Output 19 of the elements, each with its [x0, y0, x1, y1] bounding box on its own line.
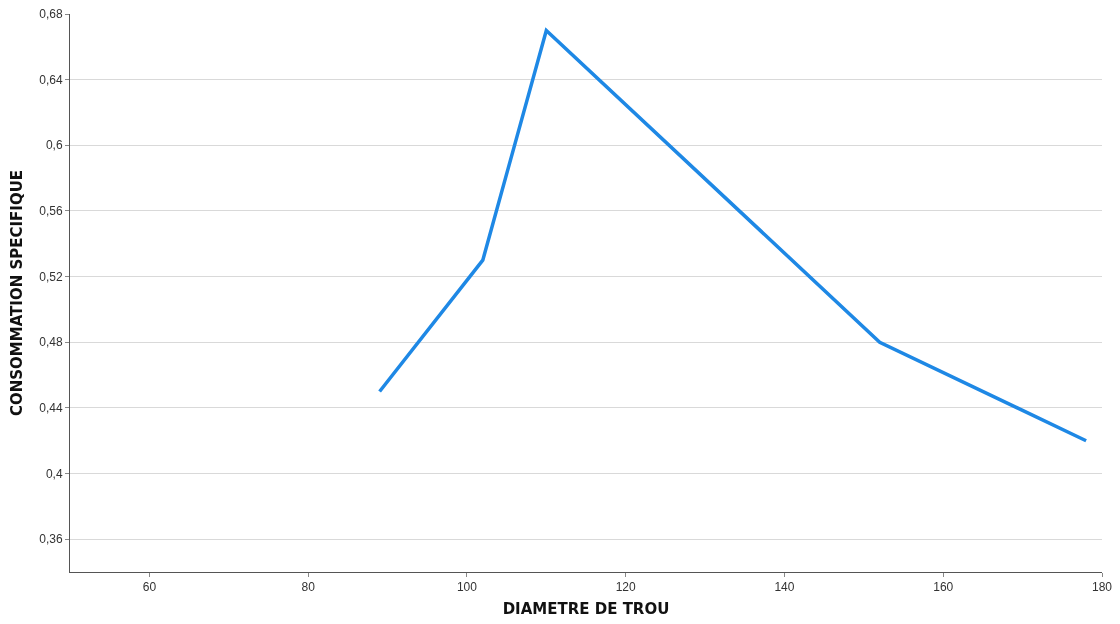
y-tick-label: 0,56: [39, 204, 63, 219]
x-tick-label: 140: [774, 580, 795, 595]
y-tick-label: 0,4: [45, 466, 63, 481]
x-tick-label: 60: [142, 580, 157, 595]
y-tick-label: 0,44: [39, 401, 63, 416]
y-axis-title: CONSOMMATION SPECIFIQUE: [8, 169, 27, 417]
line-series: [377, 28, 1088, 443]
x-tick-label: 160: [933, 580, 954, 595]
y-tick-label: 0,68: [39, 7, 63, 22]
y-tick-label: 0,52: [39, 269, 63, 284]
x-tick-label: 100: [456, 580, 478, 595]
x-tick-label: 80: [301, 580, 316, 595]
y-tick-label: 0,48: [39, 335, 63, 350]
y-tick-label: 0,6: [45, 138, 63, 153]
y-tick-label: 0,36: [39, 532, 63, 547]
x-tick-label: 180: [1091, 580, 1113, 595]
y-tick-label: 0,64: [39, 72, 63, 87]
x-axis-title: DIAMETRE DE TROU: [502, 600, 670, 619]
x-tick-label: 120: [615, 580, 637, 595]
